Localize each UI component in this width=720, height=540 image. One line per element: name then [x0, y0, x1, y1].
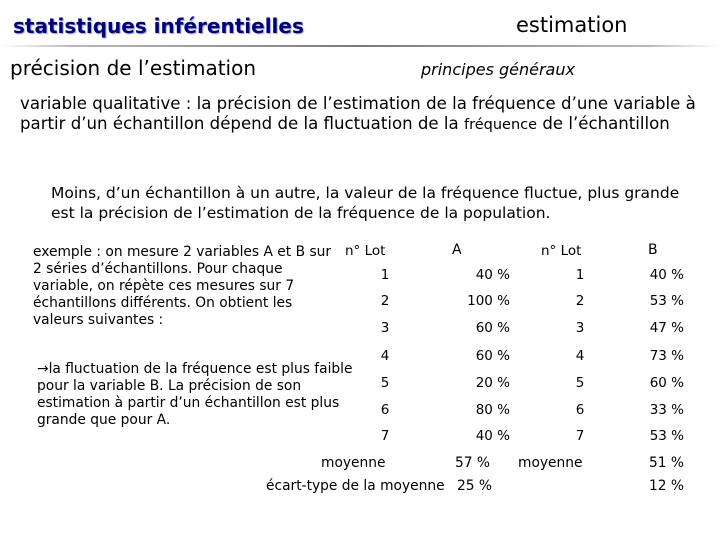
- table-cell: 3: [575, 320, 585, 336]
- mean-label: moyenne: [321, 455, 386, 471]
- table-cell: 2: [575, 293, 585, 309]
- table-cell: 60 %: [475, 320, 510, 336]
- table-cell: 33 %: [649, 402, 684, 418]
- intro-paragraph: variable qualitative : la précision de l…: [20, 94, 710, 135]
- table-cell: 6: [380, 402, 390, 418]
- table-cell: 3: [380, 320, 390, 336]
- header-a: A: [452, 242, 462, 258]
- slide-subtitle: précision de l’estimation: [10, 56, 257, 80]
- table-cell: 40 %: [649, 267, 684, 283]
- table-cell: 60 %: [475, 348, 510, 364]
- table-cell: 47 %: [649, 320, 684, 336]
- table-cell: 7: [575, 428, 585, 444]
- header-lot-b: n° Lot: [541, 243, 582, 259]
- page-title: statistiques inférentielles: [13, 14, 304, 38]
- header-b: B: [648, 242, 658, 258]
- table-cell: 20 %: [475, 375, 510, 391]
- table-cell: 53 %: [649, 293, 684, 309]
- intro-text-end: de l’échantillon: [542, 114, 670, 133]
- table-cell: 5: [380, 375, 390, 391]
- table-cell: 7: [380, 428, 390, 444]
- conclusion-text: la fluctuation de la fréquence est plus …: [37, 361, 353, 428]
- mean-label-b: moyenne: [518, 455, 583, 471]
- table-cell: 53 %: [649, 428, 684, 444]
- table-cell: 40 %: [475, 267, 510, 283]
- intro-text: variable qualitative : la précision de l…: [20, 94, 696, 133]
- table-cell: 4: [575, 348, 585, 364]
- subsection-title: principes généraux: [421, 60, 575, 79]
- table-cell: 100 %: [467, 293, 510, 309]
- table-cell: 1: [380, 267, 390, 283]
- header-lot-a: n° Lot: [345, 243, 386, 259]
- sd-b: 12 %: [648, 478, 684, 494]
- sd-a: 25 %: [456, 478, 492, 494]
- table-cell: 5: [575, 375, 585, 391]
- table-cell: 60 %: [649, 375, 684, 391]
- mean-b: 51 %: [648, 455, 684, 471]
- table-cell: 1: [575, 267, 585, 283]
- mean-a: 57 %: [454, 455, 490, 471]
- table-cell: 73 %: [649, 348, 684, 364]
- intro-text-small: fréquence: [463, 117, 538, 133]
- table-cell: 6: [575, 402, 585, 418]
- header-divider: [0, 45, 720, 47]
- table-cell: 40 %: [475, 428, 510, 444]
- arrow-icon: →: [37, 361, 49, 377]
- table-cell: 80 %: [475, 402, 510, 418]
- conclusion-paragraph: →la fluctuation de la fréquence est plus…: [37, 361, 357, 429]
- sd-label: écart-type de la moyenne: [266, 478, 445, 494]
- example-paragraph: exemple : on mesure 2 variables A et B s…: [33, 244, 332, 328]
- rule-paragraph: Moins, d’un échantillon à un autre, la v…: [51, 184, 680, 222]
- table-cell: 2: [380, 293, 390, 309]
- section-title: estimation: [516, 13, 628, 37]
- table-cell: 4: [380, 348, 390, 364]
